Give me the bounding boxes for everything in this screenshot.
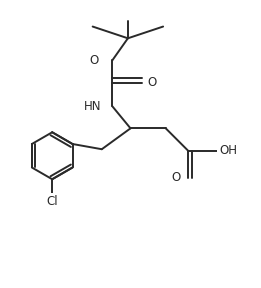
Text: Cl: Cl xyxy=(46,195,58,208)
Text: O: O xyxy=(90,54,99,67)
Text: O: O xyxy=(171,171,181,184)
Text: OH: OH xyxy=(219,144,237,157)
Text: HN: HN xyxy=(84,100,102,113)
Text: O: O xyxy=(147,76,157,89)
